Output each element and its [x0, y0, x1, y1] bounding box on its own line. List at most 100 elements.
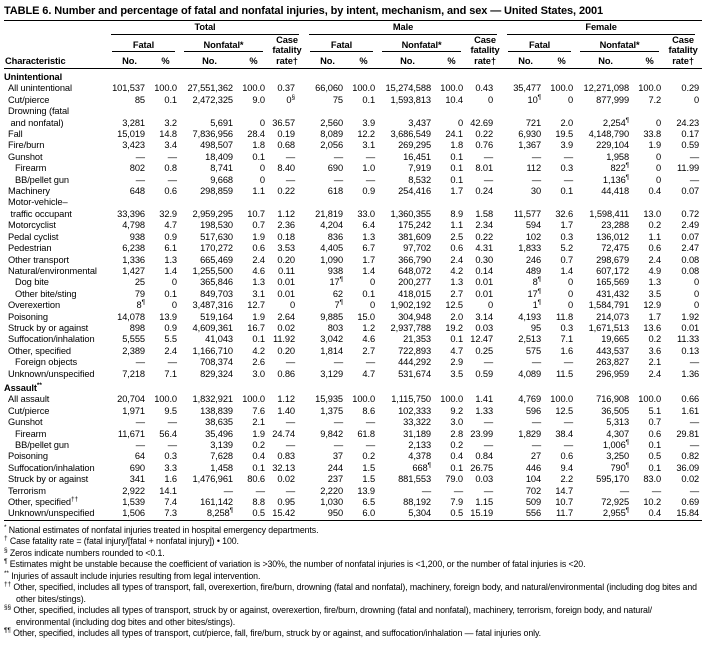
value-cell: 0	[694, 94, 700, 105]
value-cell: 0	[655, 174, 662, 185]
row-label: Drowning (fatal and nonfatal)	[8, 106, 70, 128]
row-label: Suffocation/inhalation	[8, 462, 95, 473]
value-cell: 1.7	[560, 220, 574, 231]
value-cell: 10.2	[643, 497, 662, 508]
value-cell: 0.1	[252, 151, 265, 162]
table-row: Suffocation/inhalation 690 3.3 1,458 0.1 32.1…	[4, 462, 702, 474]
row-label: Foreign objects	[15, 357, 78, 368]
value-cell: —	[531, 174, 542, 185]
value-cell: 2,560	[320, 117, 344, 128]
row-label: Motor-vehicle– traffic occupant	[8, 197, 72, 219]
value-cell: 102	[525, 231, 542, 242]
value-cell: 23.99	[470, 428, 494, 439]
value-cell: 0	[694, 288, 700, 299]
column-header-row: No. % No. % No. % No. % No. % No. %	[4, 52, 702, 68]
pct-header: %	[645, 55, 654, 66]
fatal-header-male: Fatal	[306, 35, 378, 53]
table-row: Other bite/sting 79 0.1 849,703 3.1 0.01 62 0.1…	[4, 287, 702, 300]
table-row: Poisoning 14,078 13.9 519,164 1.9 2.64 9,885 15…	[4, 312, 702, 323]
value-cell: 1,115,750	[391, 394, 432, 405]
value-cell: 32.13	[272, 462, 296, 473]
value-cell: 0	[171, 300, 177, 311]
value-cell: 4,798	[122, 220, 145, 231]
value-cell: 0.37	[277, 83, 296, 94]
value-cell: 37	[332, 451, 344, 462]
value-cell: 4,204	[320, 220, 344, 231]
value-cell: 0.6	[560, 451, 574, 462]
value-cell: 36.57	[272, 117, 296, 128]
value-cell: —	[689, 357, 700, 368]
row-label: Terrorism	[8, 485, 46, 496]
value-cell: 489	[525, 265, 542, 276]
value-cell: 85	[134, 94, 145, 105]
value-cell: 381,609	[398, 231, 432, 242]
value-cell: 79	[134, 288, 145, 299]
footnote-marker: †	[4, 535, 8, 543]
value-cell: 803	[327, 322, 344, 333]
value-cell: 0.72	[681, 208, 700, 219]
value-cell: 0.1	[648, 440, 662, 450]
value-cell: —	[285, 174, 296, 185]
value-cell: —	[333, 417, 344, 428]
table-row: Drowning (fatal and nonfatal) 3,281 3.2 5,6…	[4, 106, 702, 129]
value-cell: 100.0	[550, 394, 574, 405]
value-cell: 877,999	[596, 94, 630, 105]
section-header-row: Unintentional	[4, 69, 702, 84]
value-cell: 3,281	[122, 117, 145, 128]
value-cell: 4.2	[252, 345, 265, 356]
value-cell: 6,238	[122, 243, 145, 254]
value-cell: 72,925	[601, 497, 630, 508]
value-cell: 822¶	[610, 162, 630, 174]
value-cell: 5.1	[648, 405, 662, 416]
value-cell: 0.7	[252, 220, 265, 231]
value-cell: 15.42	[272, 508, 296, 519]
value-cell: 5.5	[164, 334, 177, 345]
value-cell: 1,584,791	[588, 300, 630, 311]
table-row: Cut/pierce 85 0.1 2,472,325 9.0 0§ 75 0.1 1,593,…	[4, 94, 702, 106]
value-cell: 17¶	[527, 287, 542, 299]
value-cell: 12.47	[470, 334, 494, 345]
row-label: Other transport	[8, 254, 70, 265]
value-cell: 0.3	[560, 163, 574, 174]
value-cell: 11,671	[117, 428, 145, 439]
group-header-female: Female	[504, 21, 702, 35]
no-header: No.	[122, 55, 137, 66]
value-cell: 14.8	[159, 129, 177, 140]
value-cell: 1.1	[450, 220, 464, 231]
value-cell: 35,496	[205, 428, 233, 439]
value-cell: 15.84	[676, 508, 700, 519]
value-cell: 0.1	[164, 94, 177, 105]
value-cell: —	[285, 417, 296, 428]
value-cell: 1.4	[560, 265, 574, 276]
value-cell: 7,836,956	[192, 129, 234, 140]
value-cell: 0.3	[560, 231, 574, 242]
value-cell: 8.6	[362, 405, 376, 416]
value-cell: 1,832,921	[192, 394, 234, 405]
value-cell: 6,930	[518, 129, 542, 140]
value-cell: 75	[332, 94, 344, 105]
value-cell: 1,971	[122, 405, 145, 416]
value-cell: 938	[327, 265, 344, 276]
value-cell: 1.3	[252, 277, 265, 288]
value-cell: 112	[526, 163, 542, 174]
value-cell: 3,686,549	[390, 129, 432, 140]
value-cell: 1.12	[277, 208, 296, 219]
table-row: Suffocation/inhalation 5,555 5.5 41,043 0.1 1…	[4, 334, 702, 345]
table-row: Gunshot — — 18,409 0.1 — — — 16,451 0.1 — — — 1,958 0 —	[4, 152, 702, 163]
value-cell: 4.7	[164, 220, 177, 231]
pct-header: %	[447, 55, 456, 66]
fatal-header-female: Fatal	[504, 35, 576, 53]
value-cell: 648	[129, 186, 145, 197]
value-cell: 18,409	[205, 151, 233, 162]
value-cell: 0.5	[648, 451, 662, 462]
table-row: BB/pellet gun — — 3,139 0.2 — — — 2,133 0.2 — — — 1,0…	[4, 439, 702, 451]
value-cell: 100.0	[550, 83, 574, 94]
value-cell: 0.2	[362, 451, 376, 462]
value-cell: —	[453, 485, 464, 496]
value-cell: 28.4	[247, 129, 265, 140]
value-cell: —	[365, 440, 376, 450]
row-label: Unknown/unspecified	[8, 368, 95, 379]
value-cell: 16.7	[247, 322, 265, 333]
value-cell: 0.03	[475, 474, 494, 485]
value-cell: 444,292	[398, 357, 432, 368]
